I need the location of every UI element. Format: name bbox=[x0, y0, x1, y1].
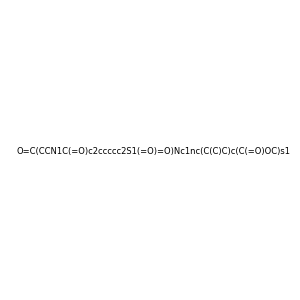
Text: O=C(CCN1C(=O)c2ccccc2S1(=O)=O)Nc1nc(C(C)C)c(C(=O)OC)s1: O=C(CCN1C(=O)c2ccccc2S1(=O)=O)Nc1nc(C(C)… bbox=[17, 147, 291, 156]
